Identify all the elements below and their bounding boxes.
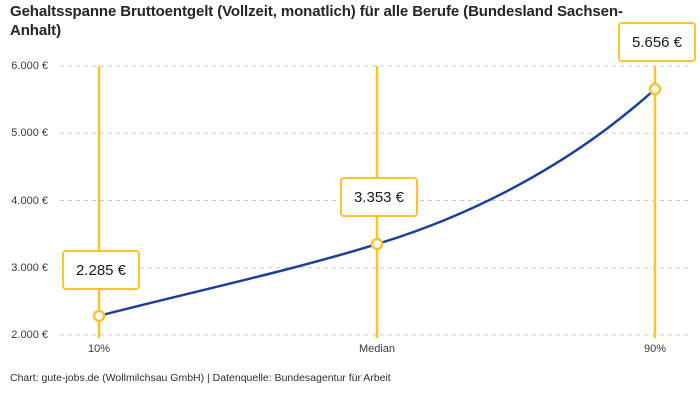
y-axis-tick-label: 6.000 € <box>11 60 48 72</box>
y-axis-tick-label: 3.000 € <box>11 261 48 274</box>
data-point-marker-Median <box>370 237 384 251</box>
y-axis-tick-label: 4.000 € <box>11 194 48 207</box>
value-label-90%: 5.656 € <box>618 22 696 62</box>
y-axis-tick-label: 2.000 € <box>11 329 48 341</box>
value-label-Median: 3.353 € <box>340 177 418 217</box>
y-axis-tick-label: 5.000 € <box>11 127 48 140</box>
chart-source: Chart: gute-jobs.de (Wollmilchsau GmbH) … <box>10 372 391 384</box>
x-axis-tick-label: 10% <box>87 343 111 355</box>
data-point-marker-90% <box>648 82 662 96</box>
value-label-10%: 2.285 € <box>62 250 140 290</box>
x-axis-tick-label: 90% <box>643 343 667 355</box>
chart-title: Gehaltsspanne Bruttoentgelt (Vollzeit, m… <box>10 3 623 39</box>
data-point-marker-10% <box>92 309 106 323</box>
x-axis-tick-label: Median <box>358 343 396 355</box>
